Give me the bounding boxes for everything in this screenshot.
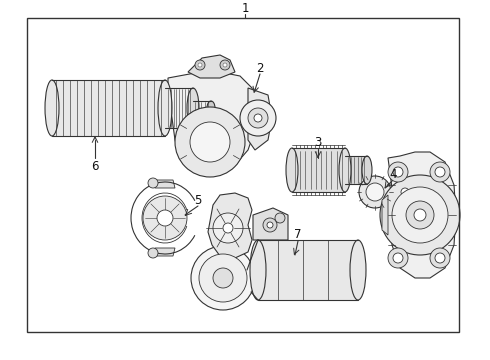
Circle shape (414, 209, 426, 221)
Circle shape (223, 63, 227, 67)
Ellipse shape (187, 88, 199, 128)
Circle shape (254, 114, 262, 122)
Circle shape (175, 107, 245, 177)
Polygon shape (382, 195, 388, 235)
Circle shape (418, 187, 428, 197)
Ellipse shape (250, 240, 266, 300)
Circle shape (148, 178, 158, 188)
Polygon shape (292, 148, 345, 192)
Circle shape (223, 223, 233, 233)
Polygon shape (248, 88, 272, 150)
Polygon shape (168, 72, 257, 175)
Circle shape (359, 176, 391, 208)
Circle shape (143, 196, 187, 240)
Text: 7: 7 (294, 229, 302, 242)
Circle shape (199, 254, 247, 302)
Ellipse shape (362, 156, 372, 184)
Polygon shape (345, 156, 367, 184)
Text: 6: 6 (91, 159, 99, 172)
Circle shape (392, 187, 448, 243)
Circle shape (430, 162, 450, 182)
Circle shape (275, 213, 285, 223)
Text: 4: 4 (389, 167, 397, 180)
Bar (27, 18, 459, 332)
Text: 1: 1 (241, 1, 249, 14)
Text: 2: 2 (256, 62, 264, 75)
Circle shape (393, 167, 403, 177)
Circle shape (213, 268, 233, 288)
Circle shape (393, 253, 403, 263)
Circle shape (388, 248, 408, 268)
Text: 3: 3 (314, 136, 322, 149)
Circle shape (435, 167, 445, 177)
Polygon shape (188, 55, 235, 78)
Polygon shape (193, 101, 211, 115)
Circle shape (421, 190, 425, 194)
Polygon shape (258, 240, 358, 300)
Circle shape (195, 60, 205, 70)
Circle shape (157, 210, 173, 226)
Circle shape (267, 222, 273, 228)
Circle shape (213, 213, 243, 243)
Circle shape (397, 184, 413, 200)
Polygon shape (155, 180, 175, 188)
Circle shape (380, 175, 460, 255)
Polygon shape (388, 152, 456, 278)
Circle shape (148, 248, 158, 258)
Ellipse shape (350, 240, 366, 300)
Circle shape (198, 63, 202, 67)
Circle shape (406, 201, 434, 229)
Circle shape (190, 122, 230, 162)
Ellipse shape (45, 80, 59, 136)
Circle shape (191, 246, 255, 310)
Ellipse shape (286, 148, 298, 192)
Text: 5: 5 (195, 194, 202, 207)
Ellipse shape (339, 148, 351, 192)
Circle shape (220, 60, 230, 70)
Circle shape (430, 248, 450, 268)
Circle shape (240, 100, 276, 136)
Circle shape (388, 162, 408, 182)
Circle shape (248, 108, 268, 128)
Polygon shape (52, 80, 165, 136)
Polygon shape (208, 193, 252, 258)
Polygon shape (155, 248, 175, 256)
Ellipse shape (158, 80, 172, 136)
Ellipse shape (207, 101, 215, 115)
Polygon shape (165, 88, 193, 128)
Polygon shape (253, 208, 288, 240)
Circle shape (366, 183, 384, 201)
Circle shape (263, 218, 277, 232)
Circle shape (435, 253, 445, 263)
Circle shape (401, 188, 409, 196)
